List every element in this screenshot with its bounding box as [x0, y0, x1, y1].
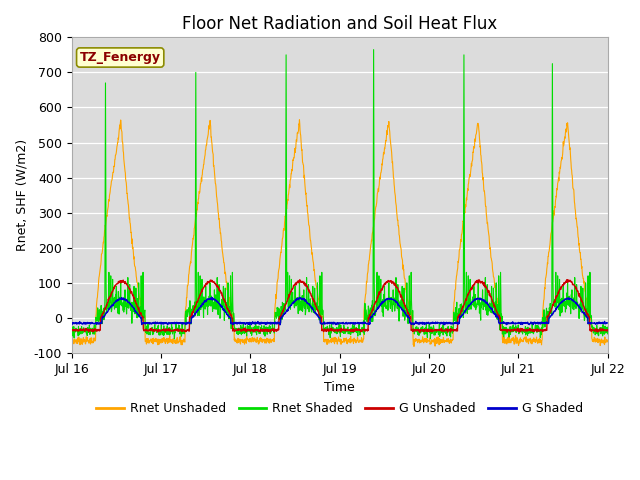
Rnet Unshaded: [68, 335, 76, 341]
G Shaded: [413, 320, 420, 325]
G Unshaded: [99, 311, 107, 316]
G Shaded: [99, 314, 107, 320]
G Shaded: [68, 320, 76, 326]
G Unshaded: [530, 329, 538, 335]
Rnet Unshaded: [298, 147, 306, 153]
Title: Floor Net Radiation and Soil Heat Flux: Floor Net Radiation and Soil Heat Flux: [182, 15, 497, 33]
Line: Rnet Unshaded: Rnet Unshaded: [72, 120, 607, 347]
G Shaded: [307, 304, 315, 310]
Rnet Unshaded: [604, 339, 611, 345]
G Unshaded: [604, 328, 611, 334]
Rnet Shaded: [307, 300, 314, 306]
G Shaded: [604, 320, 611, 326]
Rnet Unshaded: [413, 337, 420, 343]
Text: TZ_Fenergy: TZ_Fenergy: [80, 51, 161, 64]
Rnet Shaded: [531, 329, 538, 335]
G Unshaded: [307, 290, 314, 296]
Rnet Shaded: [170, 336, 178, 342]
Rnet Shaded: [370, 47, 378, 52]
Rnet Unshaded: [353, 336, 361, 342]
Rnet Unshaded: [296, 117, 303, 123]
Rnet Unshaded: [531, 339, 538, 345]
Line: G Unshaded: G Unshaded: [72, 280, 607, 332]
Rnet Shaded: [99, 307, 107, 312]
Rnet Unshaded: [307, 238, 314, 243]
Line: Rnet Shaded: Rnet Shaded: [72, 49, 607, 339]
G Unshaded: [298, 279, 305, 285]
Line: G Shaded: G Shaded: [72, 298, 607, 325]
G Unshaded: [416, 329, 424, 335]
Rnet Shaded: [604, 331, 611, 336]
G Shaded: [208, 295, 216, 300]
G Shaded: [276, 322, 284, 328]
Rnet Unshaded: [410, 344, 418, 349]
Rnet Shaded: [413, 324, 420, 330]
G Unshaded: [353, 327, 361, 333]
G Unshaded: [412, 327, 420, 333]
Legend: Rnet Unshaded, Rnet Shaded, G Unshaded, G Shaded: Rnet Unshaded, Rnet Shaded, G Unshaded, …: [91, 397, 588, 420]
G Shaded: [354, 320, 362, 326]
Rnet Shaded: [353, 326, 361, 332]
Y-axis label: Rnet, SHF (W/m2): Rnet, SHF (W/m2): [15, 139, 28, 251]
G Unshaded: [68, 328, 76, 334]
Rnet Unshaded: [99, 239, 107, 245]
X-axis label: Time: Time: [324, 381, 355, 394]
G Shaded: [298, 297, 306, 302]
G Unshaded: [563, 277, 571, 283]
Rnet Shaded: [68, 327, 76, 333]
G Shaded: [531, 319, 538, 325]
Rnet Shaded: [298, 295, 306, 300]
